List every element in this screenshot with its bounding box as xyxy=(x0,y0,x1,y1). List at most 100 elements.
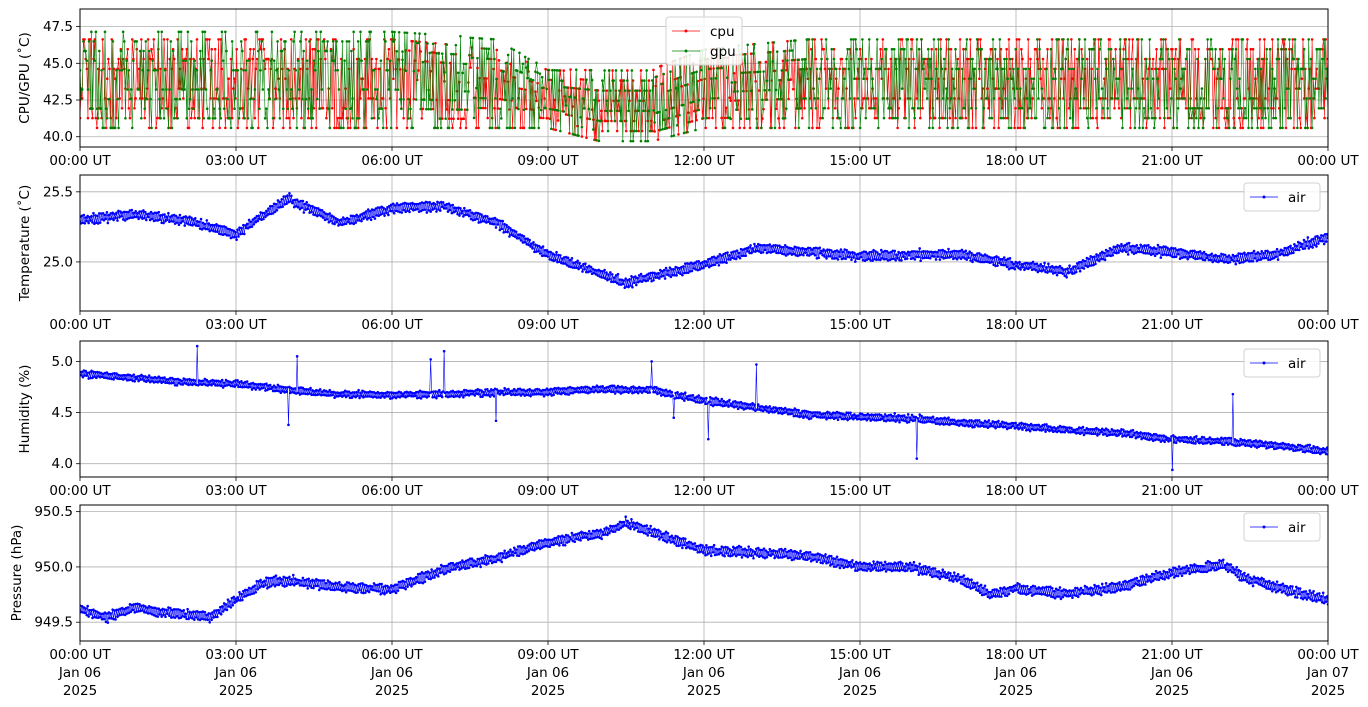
data-point xyxy=(418,389,422,393)
data-point xyxy=(345,40,349,43)
data-point xyxy=(244,226,248,230)
data-point xyxy=(751,402,754,405)
data-point xyxy=(1323,447,1327,451)
data-point xyxy=(403,31,407,34)
data-point xyxy=(1233,437,1237,441)
data-point xyxy=(925,97,929,100)
data-point xyxy=(1151,77,1155,81)
data-point xyxy=(906,38,910,41)
data-point xyxy=(528,238,531,242)
data-point xyxy=(487,220,490,224)
data-point xyxy=(588,117,592,121)
data-point xyxy=(88,38,92,41)
data-point xyxy=(103,30,107,34)
data-point xyxy=(120,374,124,377)
data-point xyxy=(395,126,399,130)
data-point xyxy=(99,212,103,215)
data-point xyxy=(781,117,785,120)
data-point xyxy=(873,418,876,422)
data-point xyxy=(98,615,102,619)
data-point xyxy=(603,69,606,72)
data-point xyxy=(587,264,591,268)
data-point xyxy=(1066,38,1070,41)
data-point xyxy=(1084,106,1088,110)
data-point xyxy=(88,371,91,374)
data-point xyxy=(941,417,945,420)
data-point xyxy=(232,68,235,72)
data-point xyxy=(753,42,756,46)
data-point xyxy=(138,374,141,378)
data-point xyxy=(649,385,652,389)
data-point xyxy=(1238,77,1241,81)
data-point xyxy=(87,221,90,225)
data-point xyxy=(217,97,220,101)
data-point xyxy=(508,391,511,395)
data-point xyxy=(1250,116,1254,120)
data-point xyxy=(667,274,671,277)
data-point xyxy=(1164,67,1167,71)
x-tick-label: 12:00 UT xyxy=(673,317,735,333)
data-point xyxy=(365,210,368,213)
data-point xyxy=(684,271,688,275)
data-point xyxy=(907,420,911,424)
data-point xyxy=(194,88,198,91)
data-point xyxy=(1025,97,1029,100)
data-point xyxy=(513,126,517,130)
data-point xyxy=(1148,38,1152,41)
data-point xyxy=(805,253,809,257)
data-point xyxy=(1189,106,1192,110)
data-point xyxy=(121,30,125,34)
data-point xyxy=(634,275,637,278)
data-point xyxy=(390,30,394,34)
data-point xyxy=(125,379,129,382)
data-point xyxy=(266,126,269,130)
data-point xyxy=(1215,126,1219,130)
data-point xyxy=(866,67,870,71)
data-point xyxy=(351,117,354,120)
data-point xyxy=(1310,126,1314,130)
data-point xyxy=(504,392,507,396)
data-point xyxy=(649,271,652,275)
data-point xyxy=(439,61,443,64)
data-point xyxy=(1104,427,1108,430)
data-point xyxy=(280,385,284,389)
data-point xyxy=(816,411,820,414)
data-point xyxy=(964,116,968,120)
data-point xyxy=(246,87,250,90)
data-point xyxy=(445,43,449,46)
data-point xyxy=(585,136,588,139)
data-point xyxy=(1102,251,1106,255)
data-point xyxy=(483,220,486,223)
data-point xyxy=(289,88,293,91)
data-point xyxy=(635,129,638,133)
data-point xyxy=(1106,116,1109,120)
data-point xyxy=(997,126,1000,130)
data-point xyxy=(472,116,476,120)
data-point xyxy=(735,249,739,252)
data-point xyxy=(426,391,430,394)
data-point xyxy=(272,384,276,387)
data-point xyxy=(812,246,816,250)
data-point xyxy=(732,250,735,254)
data-point xyxy=(174,106,177,110)
data-point xyxy=(867,38,871,41)
data-point xyxy=(790,412,794,416)
data-point xyxy=(1196,57,1199,61)
data-point xyxy=(210,59,214,62)
data-point xyxy=(1084,431,1088,435)
data-point xyxy=(292,40,295,43)
data-point xyxy=(945,250,948,254)
data-point xyxy=(880,256,884,260)
data-point xyxy=(333,222,336,226)
data-point xyxy=(1191,106,1195,110)
data-point xyxy=(437,208,440,211)
data-point xyxy=(1154,116,1157,120)
data-point xyxy=(372,208,376,212)
data-point xyxy=(1155,47,1158,51)
data-point xyxy=(114,376,117,379)
data-point xyxy=(838,255,842,258)
data-point xyxy=(398,395,402,399)
axes: 00:00 UT 03:00 UT 06:00 UT 09:00 UT 12:00 UT… xyxy=(16,8,1359,169)
data-point xyxy=(841,67,845,71)
data-point xyxy=(408,210,411,214)
